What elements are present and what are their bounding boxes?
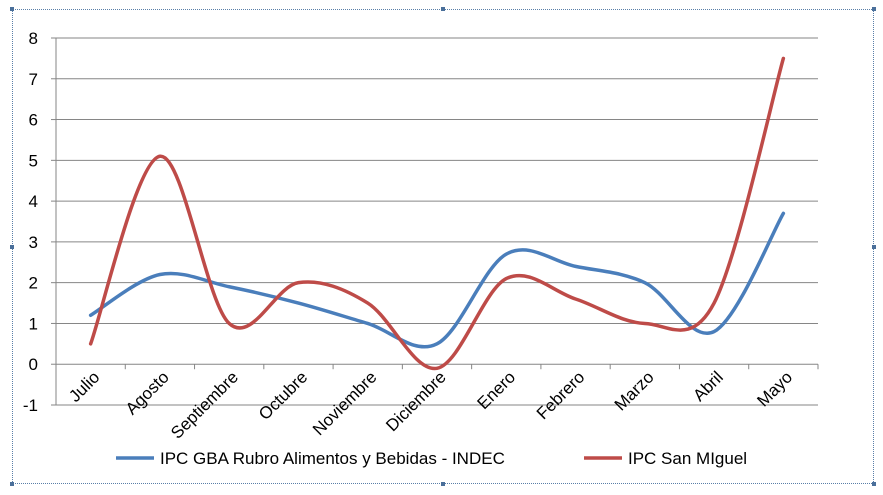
y-tick-label: 0: [29, 355, 38, 374]
resize-handle-top[interactable]: [441, 7, 445, 11]
y-tick-label: 7: [29, 70, 38, 89]
y-tick-label: 5: [29, 151, 38, 170]
legend-label: IPC GBA Rubro Alimentos y Bebidas - INDE…: [160, 449, 505, 468]
resize-handle-top-right[interactable]: [872, 7, 876, 11]
legend-label: IPC San MIguel: [628, 449, 747, 468]
series-line-2: [88, 56, 786, 371]
x-tick-label: Agosto: [122, 368, 173, 419]
x-tick-label: Noviembre: [309, 368, 381, 440]
x-tick-label: Abril: [689, 368, 726, 405]
resize-handle-bottom-right[interactable]: [872, 482, 876, 486]
y-tick-label: 3: [29, 233, 38, 252]
y-tick-label: 6: [29, 111, 38, 130]
resize-handle-left[interactable]: [10, 245, 14, 249]
y-tick-label: 4: [29, 192, 38, 211]
x-tick-label: Mayo: [753, 368, 796, 411]
resize-handle-bottom-left[interactable]: [10, 482, 14, 486]
series-lines: [88, 56, 786, 371]
x-tick-label: Enero: [474, 368, 520, 414]
chart-frame: -1 0 1 2 3 4 5 6 7 8 Julio Agosto Septiembre Octubre…: [12, 9, 874, 484]
gridlines: [56, 37, 818, 406]
x-tick-label: Diciembre: [382, 368, 450, 436]
resize-handle-top-left[interactable]: [10, 7, 14, 11]
x-tick-label: Julio: [65, 368, 103, 406]
legend: IPC GBA Rubro Alimentos y Bebidas - INDE…: [116, 449, 747, 468]
y-tick-label: 8: [29, 29, 38, 48]
y-tick-label: 2: [29, 274, 38, 293]
resize-handle-right[interactable]: [872, 245, 876, 249]
resize-handle-bottom[interactable]: [441, 482, 445, 486]
y-tick-label: -1: [23, 396, 38, 415]
x-tick-label: Marzo: [611, 368, 658, 415]
x-tick-label: Octubre: [255, 368, 311, 424]
y-axis: -1 0 1 2 3 4 5 6 7 8: [23, 29, 57, 415]
x-tick-label: Febrero: [533, 368, 589, 424]
series-line-1: [88, 211, 786, 349]
y-tick-label: 1: [29, 314, 38, 333]
